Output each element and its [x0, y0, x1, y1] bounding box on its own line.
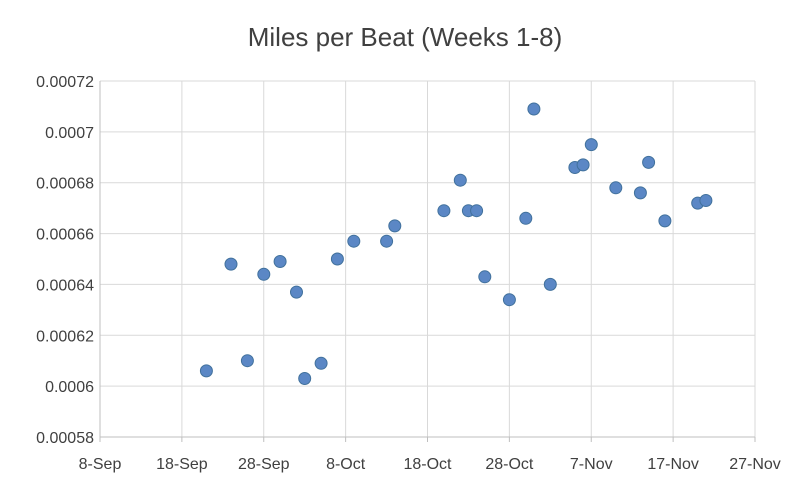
chart-title: Miles per Beat (Weeks 1-8)	[248, 22, 563, 52]
data-point	[502, 293, 516, 307]
x-tick-label: 8-Oct	[326, 456, 366, 473]
y-tick-label: 0.00064	[36, 277, 94, 294]
x-tick-label: 27-Nov	[729, 456, 781, 473]
y-tick-label: 0.0006	[45, 379, 94, 396]
data-point	[224, 257, 238, 271]
gridlines	[100, 80, 756, 437]
data-point	[699, 194, 713, 207]
y-tick-label: 0.00062	[36, 328, 94, 345]
x-tick-label: 18-Oct	[403, 456, 452, 473]
data-point	[290, 285, 303, 299]
x-tick-label: 7-Nov	[570, 456, 613, 473]
data-point	[380, 234, 394, 248]
data-point	[437, 204, 451, 218]
data-point	[273, 255, 287, 268]
data-point	[330, 252, 344, 266]
tick-labels: 0.00058 0.0006 0.00062 0.00064 0.00066 0.0006…	[36, 74, 781, 473]
data-point	[453, 173, 467, 187]
y-tick-label: 0.00068	[36, 176, 94, 193]
axes	[99, 81, 756, 442]
data-point	[642, 155, 656, 169]
data-point	[609, 181, 623, 195]
data-point	[257, 267, 271, 281]
y-tick-label: 0.00058	[36, 430, 94, 447]
x-tick-label: 18-Sep	[156, 456, 208, 473]
data-point	[584, 138, 598, 152]
x-tick-label: 17-Nov	[647, 456, 699, 473]
data-point	[240, 354, 254, 368]
y-tick-label: 0.00072	[36, 74, 94, 91]
x-tick-label: 8-Sep	[79, 456, 122, 473]
data-point	[658, 214, 672, 228]
data-point	[199, 364, 213, 378]
data-point	[298, 372, 312, 385]
data-point	[470, 204, 484, 218]
data-point	[633, 186, 647, 200]
data-point	[388, 219, 402, 233]
data-point	[478, 270, 492, 284]
data-point	[314, 356, 328, 370]
data-point	[576, 158, 590, 172]
y-tick-label: 0.0007	[45, 125, 94, 142]
x-tick-label: 28-Oct	[485, 456, 534, 473]
y-tick-label: 0.00066	[36, 227, 94, 244]
data-points	[199, 102, 713, 385]
x-tick-label: 28-Sep	[238, 456, 290, 473]
data-point	[527, 102, 541, 116]
data-point	[347, 234, 361, 248]
data-point	[543, 277, 557, 291]
data-point	[519, 211, 533, 225]
